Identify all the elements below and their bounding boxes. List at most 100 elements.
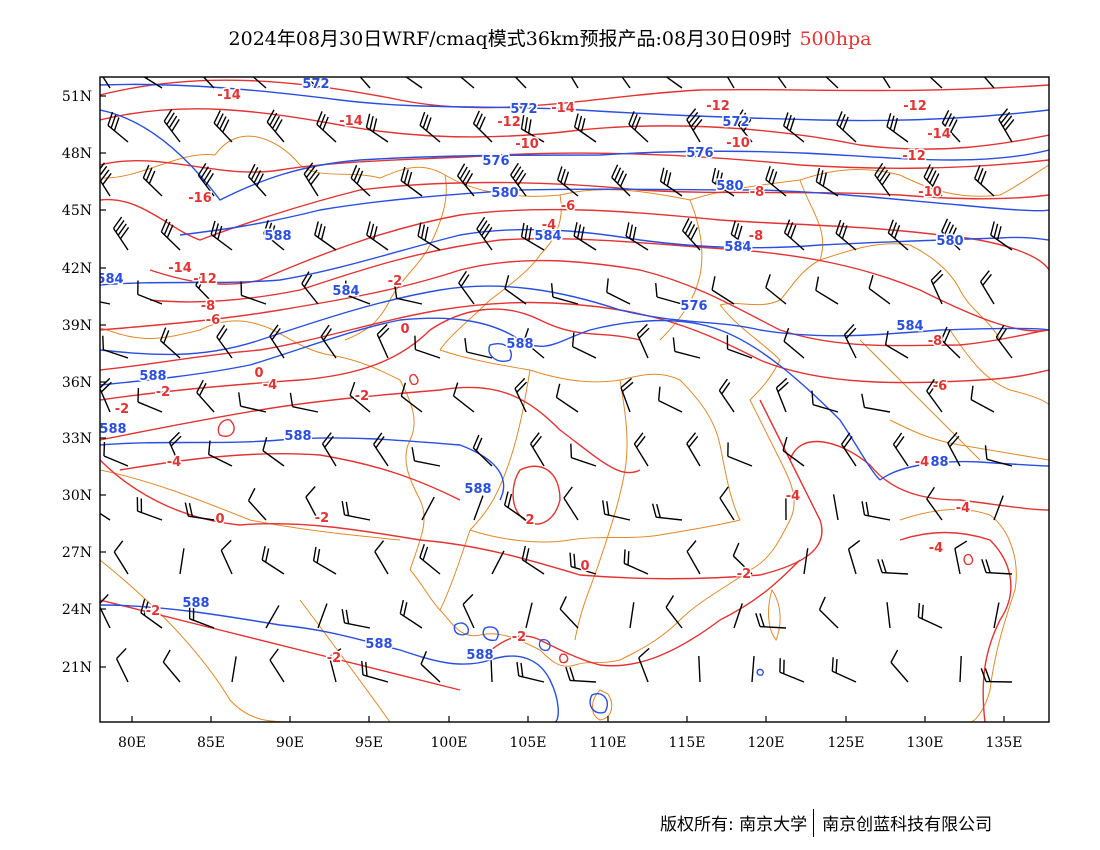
wind-barb [142, 77, 163, 89]
wind-barb [686, 108, 703, 143]
plot-frame [99, 76, 1050, 723]
wind-barb [137, 280, 163, 305]
wind-barb [102, 77, 111, 89]
wind-barb [602, 500, 631, 521]
temperature-contour-label: -10 [726, 136, 750, 151]
wind-barb [341, 500, 371, 521]
wind-barb [815, 276, 839, 305]
temperature-contour-label: -14 [168, 261, 192, 276]
wind-barb [672, 337, 701, 359]
wind-barb [419, 544, 441, 575]
wind-barb [301, 271, 319, 305]
height-contour-label: 584 [96, 272, 123, 287]
height-contour-label: 588 [284, 429, 311, 444]
lon-label: 100E [431, 735, 468, 751]
height-contour-label: 588 [139, 369, 166, 384]
wind-barb [420, 650, 441, 683]
wind-barb [825, 77, 839, 89]
wind-barb [818, 596, 839, 629]
wind-barb [629, 602, 635, 629]
lon-label: 85E [197, 735, 225, 751]
longitude-axis: 80E 85E 90E 95E 100E 105E 110E 115E 120E 125E 130E… [118, 716, 1022, 751]
wind-barb [832, 494, 839, 521]
wind-barb [732, 542, 753, 575]
wind-barb [514, 77, 527, 89]
temperature-contour-label: -2 [146, 604, 160, 619]
wind-barb [755, 613, 787, 629]
temperature-contour-label: -2 [512, 630, 526, 645]
wind-barb [399, 599, 423, 629]
wind-barb [473, 495, 484, 521]
wind-barb [841, 432, 857, 467]
wind-barb [657, 386, 683, 413]
wind-barb [115, 647, 129, 683]
lon-label: 80E [118, 735, 146, 751]
height-contour-label: 576 [680, 299, 707, 314]
wind-barb [341, 608, 371, 629]
footer: 版权所有: 南京大学 南京创蓝科技有限公司 [660, 809, 992, 839]
temperature-contour-label: -12 [903, 99, 927, 114]
wind-barb [665, 595, 683, 629]
wind-barb [516, 661, 545, 683]
height-contour-label: 576 [482, 154, 509, 169]
temperature-contour-label: 0 [580, 559, 589, 574]
wind-barb [238, 392, 267, 413]
height-contour-label: 584 [534, 229, 561, 244]
temperature-contour-label: -6 [561, 199, 575, 214]
wind-barb [877, 558, 909, 575]
wind-barb [100, 512, 111, 521]
wind-barb [328, 648, 342, 683]
wind-barb [476, 216, 493, 251]
wind-barb [411, 447, 441, 467]
lon-label: 125E [828, 735, 865, 751]
temperature-contour-label: -4 [786, 489, 800, 504]
temperature-contour-label: -16 [188, 191, 212, 206]
wind-barb [571, 332, 597, 359]
wind-barb [681, 217, 701, 251]
lat-label: 45N [62, 203, 92, 219]
wind-barb [314, 221, 337, 251]
wind-barb [303, 162, 320, 197]
height-contour-label: 588 [365, 637, 392, 652]
height-contour-label: 588 [182, 596, 209, 611]
wind-barb [981, 558, 1013, 575]
wind-barb [490, 655, 493, 683]
lat-label: 51N [62, 89, 92, 105]
wind-barb [621, 77, 631, 89]
wind-barb [886, 113, 909, 143]
wind-barb [719, 486, 735, 521]
temperature-contour-label: -12 [497, 115, 521, 130]
temperature-contour-label: -12 [706, 99, 730, 114]
wind-barb [947, 432, 961, 467]
wind-barb [665, 77, 683, 89]
wind-barb [525, 602, 533, 629]
temperature-contour-label: -14 [551, 101, 575, 116]
wind-barb [698, 655, 701, 683]
wind-barb [210, 220, 233, 251]
wind-barb [783, 327, 805, 359]
wind-barb [265, 605, 280, 629]
wind-barb [570, 77, 579, 89]
wind-barb [421, 496, 435, 521]
wind-barb [136, 497, 163, 521]
wind-barb [417, 222, 441, 251]
wind-barb [625, 222, 649, 251]
wind-barb [831, 657, 857, 683]
wind-barb [247, 163, 267, 197]
wind-barb [550, 283, 579, 305]
wind-barb [316, 111, 337, 143]
height-contour-label: 580 [716, 179, 743, 194]
wind-barb [261, 546, 285, 575]
wind-barb [179, 548, 185, 575]
lat-label: 30N [62, 488, 92, 504]
temperature-contour-label: -2 [315, 511, 329, 526]
wind-barb [220, 539, 233, 575]
wind-barb [843, 323, 857, 359]
wind-barb [874, 162, 891, 197]
height-contour-label: 584 [896, 319, 923, 334]
temperature-contours [100, 79, 1049, 722]
wind-barb [884, 330, 909, 359]
wind-barb [620, 377, 634, 413]
wind-barb [783, 219, 805, 251]
